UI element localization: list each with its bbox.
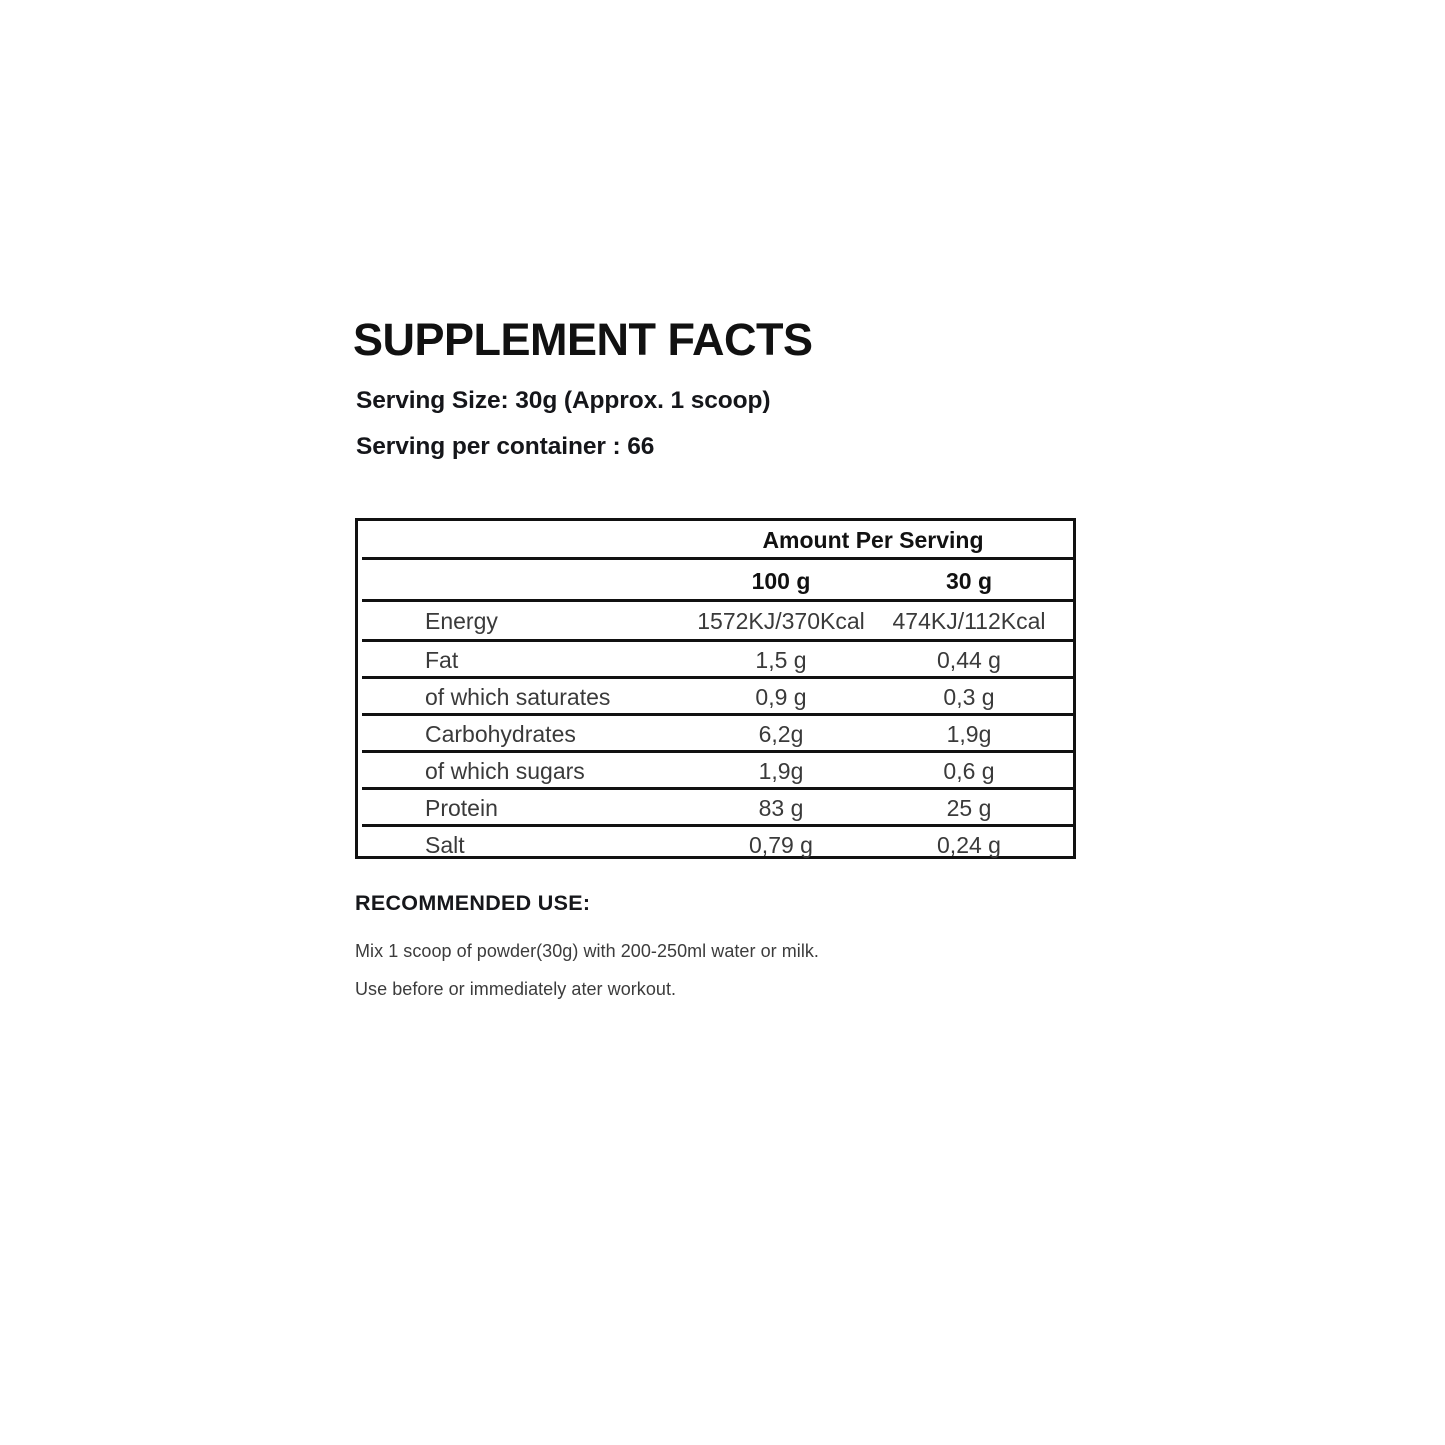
row-label: Salt — [425, 832, 465, 858]
table-row: Carbohydrates 6,2g 1,9g — [358, 713, 1076, 750]
recommended-use-heading: RECOMMENDED USE: — [355, 891, 591, 915]
row-label: of which sugars — [425, 758, 585, 784]
row-label: Fat — [425, 647, 459, 673]
table-row: Salt 0,79 g 0,24 g — [358, 824, 1076, 862]
nutrition-table: Amount Per Serving 100 g 30 g Energy 157… — [355, 518, 1076, 859]
row-value-30g: 1,9g — [946, 721, 992, 747]
row-label: Protein — [425, 795, 498, 821]
table-row: Energy 1572KJ/370Kcal 474KJ/112Kcal — [358, 599, 1076, 639]
row-value-30g: 25 g — [946, 795, 992, 821]
serving-per-container-text: Serving per container : 66 — [356, 433, 655, 460]
recommended-use-line-2: Use before or immediately ater workout. — [355, 979, 677, 999]
row-value-100g: 0,79 g — [749, 832, 813, 858]
serving-size-text: Serving Size: 30g (Approx. 1 scoop) — [356, 387, 771, 414]
column-header-100g: 100 g — [751, 568, 811, 594]
column-header-30g: 30 g — [945, 568, 993, 594]
row-label: of which saturates — [425, 684, 611, 710]
row-value-100g: 1572KJ/370Kcal — [697, 608, 865, 634]
row-value-100g: 1,9g — [758, 758, 804, 784]
row-value-30g: 0,24 g — [937, 832, 1001, 858]
table-header-amount-row: Amount Per Serving — [358, 521, 1073, 557]
page-title: SUPPLEMENT FACTS — [353, 314, 813, 365]
table-row: of which sugars 1,9g 0,6 g — [358, 750, 1076, 787]
row-value-100g: 0,9 g — [755, 684, 807, 710]
row-value-100g: 83 g — [758, 795, 804, 821]
row-value-100g: 1,5 g — [755, 647, 807, 673]
row-value-30g: 0,44 g — [937, 647, 1001, 673]
table-row: Protein 83 g 25 g — [358, 787, 1076, 824]
row-label: Energy — [425, 608, 498, 634]
row-value-30g: 0,3 g — [943, 684, 995, 710]
recommended-use-line-1: Mix 1 scoop of powder(30g) with 200-250m… — [355, 941, 819, 961]
table-header-columns-row: 100 g 30 g — [358, 557, 1076, 599]
table-row: of which saturates 0,9 g 0,3 g — [358, 676, 1076, 713]
amount-per-serving-header: Amount Per Serving — [762, 527, 984, 553]
row-value-30g: 0,6 g — [943, 758, 995, 784]
table-row: Fat 1,5 g 0,44 g — [358, 639, 1076, 676]
row-value-30g: 474KJ/112Kcal — [892, 608, 1046, 634]
row-value-100g: 6,2g — [758, 721, 804, 747]
row-label: Carbohydrates — [425, 721, 576, 747]
